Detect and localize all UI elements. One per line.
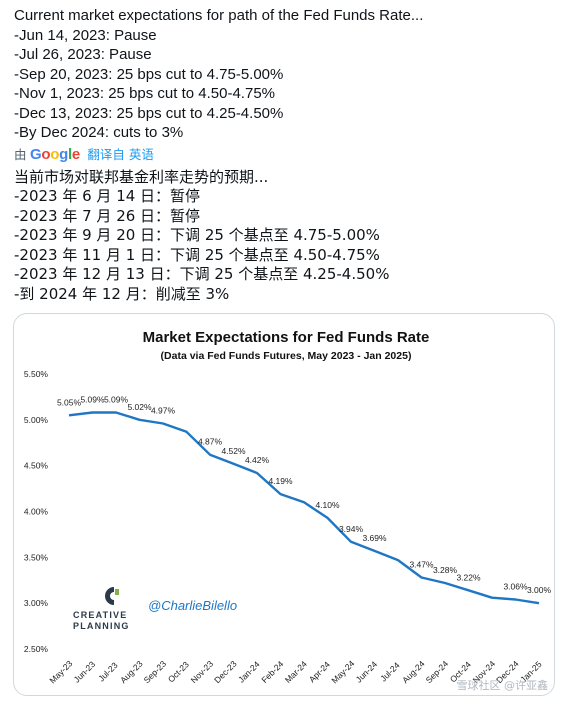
watermark: 雪球社区 @许亚鑫: [456, 679, 549, 692]
x-tick-label: Nov-23: [189, 658, 216, 685]
x-tick-label: Feb-24: [259, 659, 285, 685]
translated-line: -2023 年 7 月 26 日：暂停: [14, 206, 201, 225]
data-label: 3.00%: [527, 585, 552, 595]
logo-text-creative: CREATIVE: [73, 610, 127, 620]
x-tick-label: Jan-24: [236, 659, 262, 685]
data-label: 3.06%: [503, 582, 528, 592]
chart-title: Market Expectations for Fed Funds Rate: [143, 329, 430, 346]
x-tick-label: Jul-24: [378, 660, 402, 684]
tweet-line: -Jun 14, 2023: Pause: [14, 26, 157, 44]
y-tick-label: 5.00%: [24, 415, 49, 425]
data-labels: 5.05% 5.09% 5.09%5.02% 4.97%4.87%4.52%4.42%…: [57, 395, 552, 596]
x-tick-label: Jun-24: [354, 659, 380, 685]
translation-attribution: 由 Google 翻译自 英语: [14, 146, 554, 164]
x-tick-label: Oct-23: [166, 659, 191, 684]
x-tick-label: Mar-24: [283, 659, 309, 685]
y-tick-label: 3.50%: [24, 552, 49, 562]
data-label: 4.87%: [198, 437, 223, 447]
tweet-line: -By Dec 2024: cuts to 3%: [14, 124, 184, 141]
translated-line: -到 2024 年 12 月：削减至 3%: [14, 284, 230, 303]
translated-line: -2023 年 11 月 1 日：下调 25 个基点至 4.50-4.75%: [14, 245, 380, 264]
x-tick-label: Sep-23: [142, 658, 169, 685]
translated-by-label: 由: [14, 146, 27, 162]
x-tick-label: Apr-24: [307, 659, 332, 684]
tweet-line: Current market expectations for path of …: [14, 7, 424, 24]
translated-line: -2023 年 6 月 14 日：暂停: [14, 187, 201, 205]
google-logo-icon: Google: [30, 145, 80, 163]
series-line: [68, 411, 540, 605]
data-label: 5.09%: [104, 395, 129, 405]
translated-line: -2023 年 12 月 13 日：下调 25 个基点至 4.25-4.50%: [14, 265, 390, 283]
translated-from-link[interactable]: 翻译自 英语: [87, 146, 154, 162]
y-tick-label: 2.50%: [24, 644, 49, 654]
translated-line: 当前市场对联邦基金利率走势的预期...: [14, 167, 269, 186]
x-tick-label: Sep-24: [424, 658, 451, 685]
tweet-line: -Sep 20, 2023: 25 bps cut to 4.75-5.00%: [14, 65, 284, 83]
logo-text-planning: PLANNING: [73, 621, 130, 631]
data-label: 4.19%: [268, 476, 293, 486]
tweet-line: -Jul 26, 2023: Pause: [14, 46, 152, 63]
fed-funds-chart: Market Expectations for Fed Funds Rate (…: [24, 329, 552, 685]
tweet-text: Current market expectations for path of …: [14, 6, 554, 304]
x-tick-label: Jun-23: [72, 659, 98, 685]
y-tick-label: 4.50%: [24, 461, 49, 471]
x-tick-label: Jul-23: [96, 660, 120, 684]
tweet-line: -Dec 13, 2023: 25 bps cut to 4.25-4.50%: [14, 104, 284, 122]
chart-image-card[interactable]: Market Expectations for Fed Funds Rate (…: [13, 313, 555, 696]
x-tick-label: Aug-24: [400, 658, 427, 685]
data-label: 3.22%: [456, 572, 481, 582]
x-tick-label: Dec-23: [212, 658, 239, 685]
x-tick-label: May-23: [47, 658, 74, 685]
data-label: 5.02%: [127, 402, 152, 412]
y-axis: 2.50% 3.00% 3.50% 4.00% 4.50% 5.00% 5.50%: [24, 369, 49, 654]
data-label: 3.28%: [433, 565, 458, 575]
data-label: 4.42%: [245, 455, 270, 465]
y-tick-label: 5.50%: [24, 369, 49, 379]
data-label: 3.47%: [409, 560, 434, 570]
data-label: 5.09%: [80, 395, 105, 405]
chart-subtitle: (Data via Fed Funds Futures, May 2023 - …: [161, 350, 412, 362]
y-tick-label: 4.00%: [24, 507, 49, 517]
x-tick-label: May-24: [329, 658, 356, 685]
tweet-line: -Nov 1, 2023: 25 bps cut to 4.50-4.75%: [14, 85, 275, 102]
data-label: 4.97%: [151, 406, 176, 416]
y-tick-label: 3.00%: [24, 598, 49, 608]
x-tick-label: Aug-23: [118, 658, 145, 685]
data-label: 3.94%: [339, 524, 364, 534]
author-handle: @CharlieBilello: [148, 598, 237, 613]
data-label: 4.52%: [221, 446, 246, 456]
data-label: 4.10%: [315, 500, 340, 510]
data-label: 5.05%: [57, 397, 82, 407]
creative-planning-logo: CREATIVE PLANNING: [73, 587, 130, 631]
series-line-group: [68, 411, 540, 605]
creative-planning-mark-icon: [105, 587, 119, 605]
translated-line: -2023 年 9 月 20 日：下调 25 个基点至 4.75-5.00%: [14, 226, 380, 244]
data-label: 3.69%: [362, 533, 387, 543]
